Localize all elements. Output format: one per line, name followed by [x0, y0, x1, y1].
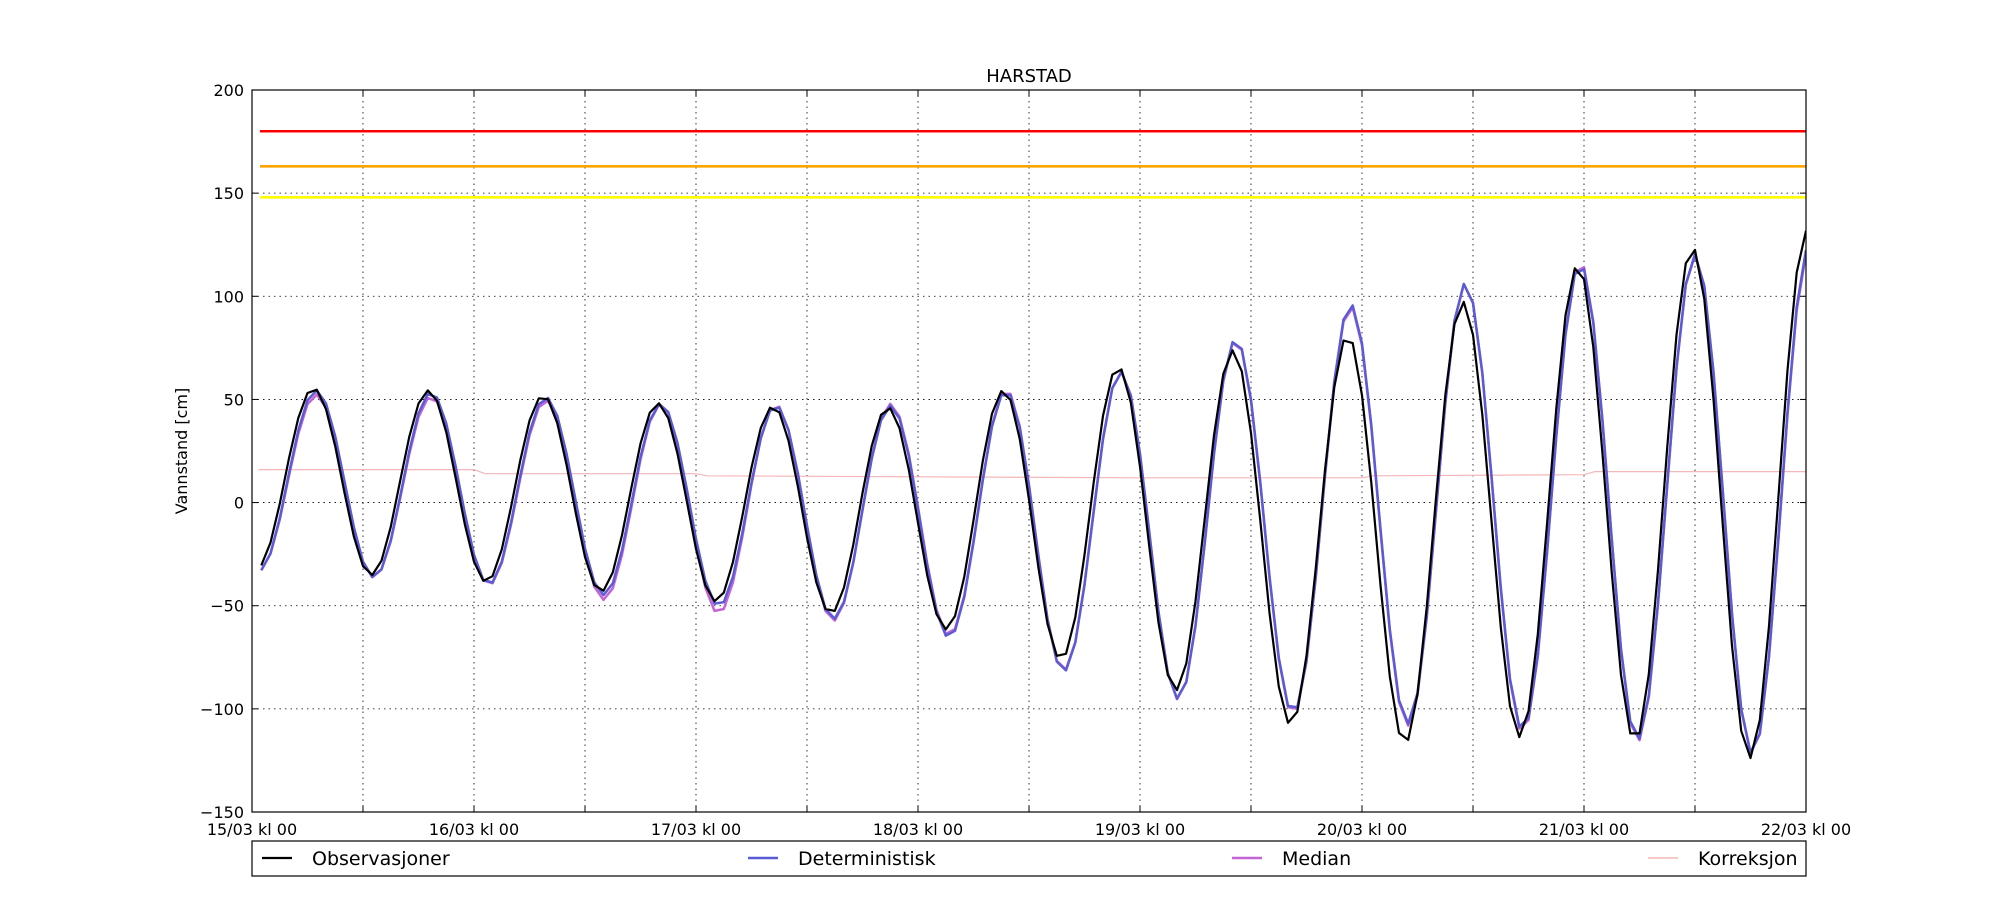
y-tick-label: 50	[224, 390, 244, 409]
series-line-deterministisk	[260, 249, 1806, 754]
legend-entry: Observasjoner	[262, 848, 450, 870]
series-lines	[258, 230, 1806, 760]
y-axis-label: Vannstand [cm]	[172, 388, 191, 514]
x-tick-label: 15/03 kl 00	[207, 820, 297, 839]
y-tick-label: 100	[213, 287, 244, 306]
x-tick-label: 19/03 kl 00	[1095, 820, 1185, 839]
y-tick-label: 200	[213, 81, 244, 100]
y-tick-label: 0	[234, 494, 244, 513]
x-tick-label: 21/03 kl 00	[1539, 820, 1629, 839]
legend-frame	[251, 840, 1807, 877]
x-tick-label: 17/03 kl 00	[651, 820, 741, 839]
x-tick-label: 18/03 kl 00	[873, 820, 963, 839]
legend-label: Deterministisk	[798, 848, 936, 870]
legend-label: Median	[1282, 848, 1351, 870]
legend-label: Korreksjon	[1698, 848, 1798, 870]
legend-entry: Korreksjon	[1648, 848, 1798, 870]
y-tick-label: −50	[210, 597, 244, 616]
legend-entry: Deterministisk	[748, 848, 936, 870]
series-line-observasjoner	[260, 230, 1806, 760]
y-tick-label: −150	[200, 803, 244, 822]
x-tick-label: 20/03 kl 00	[1317, 820, 1407, 839]
y-axis-ticks: −150 −100 −50 0 50 100 150 200	[200, 81, 1806, 822]
y-tick-label: −100	[200, 700, 244, 719]
legend-label: Observasjoner	[312, 848, 450, 870]
x-tick-label: 16/03 kl 00	[429, 820, 519, 839]
x-axis-ticks: 15/03 kl 00 16/03 kl 00 17/03 kl 00 18/03 k…	[207, 90, 1851, 839]
threshold-lines	[260, 129, 1806, 199]
x-tick-label: 22/03 kl 00	[1761, 820, 1851, 839]
legend-entry: Median	[1232, 848, 1351, 870]
chart-title: HARSTAD	[986, 66, 1072, 87]
y-tick-label: 150	[213, 184, 244, 203]
legend: Observasjoner Deterministisk Median Korreks…	[251, 840, 1807, 877]
